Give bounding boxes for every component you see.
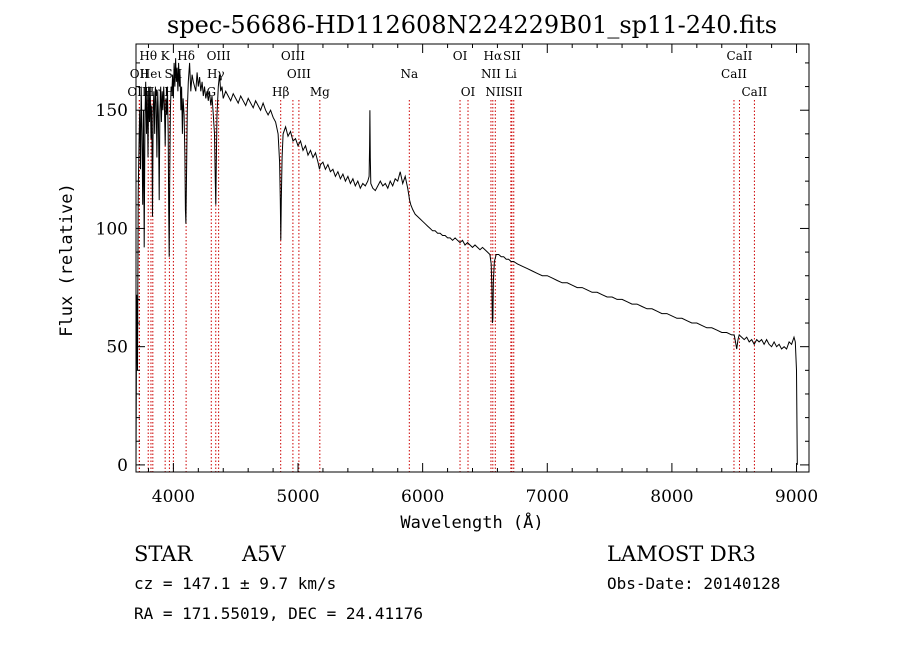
line-marker-label-9: OIII xyxy=(207,49,231,63)
x-tick-label: 6000 xyxy=(401,487,444,507)
y-tick-label: 100 xyxy=(96,219,128,239)
line-marker-label-0: OII xyxy=(130,67,150,81)
x-tick-label: 8000 xyxy=(650,487,693,507)
line-markers xyxy=(138,100,755,472)
object-class: STAR xyxy=(134,542,193,566)
plot-frame xyxy=(135,43,810,473)
object-subclass: A5V xyxy=(241,542,287,566)
line-marker-label-2: Hθ xyxy=(139,49,157,63)
y-axis-label: Flux (relative) xyxy=(57,183,77,337)
line-marker-label-16: Na xyxy=(400,67,418,81)
line-marker-label-13: OIII xyxy=(281,49,305,63)
line-marker-label-23: SII xyxy=(503,49,521,63)
line-marker-label-27: CaII xyxy=(741,85,767,99)
y-axis-ticks: 0 50 100 150 xyxy=(96,62,809,476)
line-marker-label-14: OIII xyxy=(287,67,311,81)
y-tick-label: 50 xyxy=(106,338,128,358)
line-marker-label-5: K xyxy=(161,49,171,63)
y-tick-label: 150 xyxy=(96,101,128,121)
redshift-cz: cz = 147.1 ± 9.7 km/s xyxy=(134,574,336,593)
x-axis-label: Wavelength (Å) xyxy=(400,511,543,533)
x-tick-label: 5000 xyxy=(276,487,319,507)
x-tick-label: 9000 xyxy=(775,487,818,507)
line-marker-label-24: SII xyxy=(505,85,523,99)
line-marker-label-19: NII xyxy=(481,67,501,81)
line-marker-label-3: Heι xyxy=(140,67,163,81)
line-marker-label-26: CaII xyxy=(727,49,753,63)
line-marker-label-8: Hδ xyxy=(177,49,195,63)
line-marker-label-22: Li xyxy=(505,67,517,81)
line-marker-label-12: Hβ xyxy=(272,85,289,99)
survey-name: LAMOST DR3 xyxy=(607,542,756,566)
chart-title: spec-56686-HD112608N224229B01_sp11-240.f… xyxy=(167,11,777,39)
line-marker-label-6: H xyxy=(164,85,174,99)
line-marker-label-21: NII xyxy=(485,85,505,99)
x-axis-ticks: 4000 5000 6000 7000 8000 9000 xyxy=(147,44,818,507)
observation-date: Obs-Date: 20140128 xyxy=(607,574,780,593)
line-marker-label-18: OI xyxy=(461,85,476,99)
line-marker-label-17: OI xyxy=(453,49,468,63)
coordinates: RA = 171.55019, DEC = 24.41176 xyxy=(134,604,423,623)
y-tick-label: 0 xyxy=(117,456,128,476)
line-marker-label-15: Mg xyxy=(310,85,330,99)
flux-series-line xyxy=(135,58,798,465)
line-marker-label-11: G xyxy=(206,85,216,99)
x-tick-label: 4000 xyxy=(152,487,195,507)
line-marker-label-10: Hγ xyxy=(207,67,225,81)
x-tick-label: 7000 xyxy=(526,487,569,507)
line-marker-label-25: CaII xyxy=(721,67,747,81)
line-marker-label-20: Hα xyxy=(484,49,503,63)
